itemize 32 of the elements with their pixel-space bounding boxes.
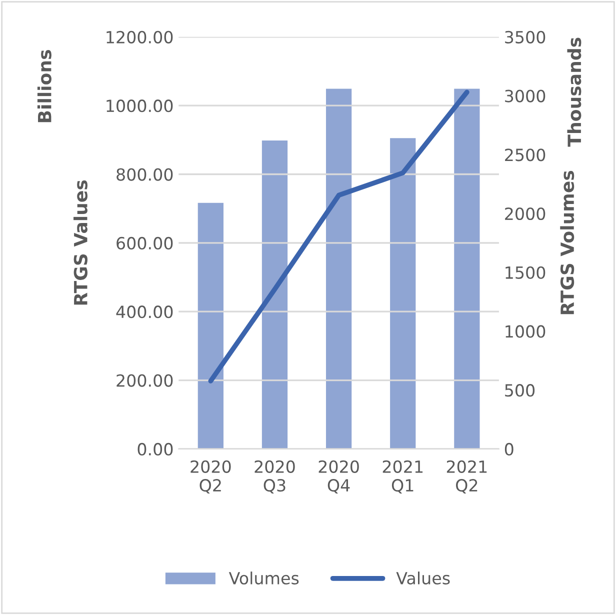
y2-tick-label: 1500	[506, 266, 546, 279]
text: Thousands	[567, 38, 582, 147]
y-tick-label: 0.00	[138, 442, 173, 456]
bar	[198, 202, 224, 449]
y2-tick-label: 3500	[505, 30, 546, 44]
bar	[262, 140, 288, 449]
line-series	[208, 90, 470, 384]
x-tick-label: 2021 Q2	[446, 460, 487, 494]
y-tick-label: 600.00	[116, 236, 173, 250]
legend-label: Values	[396, 572, 450, 584]
y2-axis-title: RTGS Volumes	[560, 170, 574, 314]
bar	[454, 88, 480, 449]
x-tick-label: 2021 Q1	[382, 460, 423, 494]
x-tick-label: 2020 Q4	[318, 460, 359, 494]
y2-tick-label: 3000	[505, 90, 546, 102]
bar	[326, 88, 352, 449]
y2-tick-label: 2000	[505, 207, 546, 220]
y-tick-label: 1200.00	[106, 30, 173, 44]
x-tick-label: 2020 Q2	[190, 460, 231, 494]
legend-label: Volumes	[228, 572, 299, 584]
y2-tick-label: 2500	[505, 148, 546, 162]
x-tick-label: 2020 Q3	[254, 460, 295, 494]
y2-tick-label: 500	[505, 384, 535, 397]
y2-tick-label: 1000	[506, 325, 546, 338]
y-tick-label: 800.00	[116, 168, 173, 181]
y-tick-label: 1000.00	[106, 100, 173, 112]
bar	[390, 138, 416, 449]
y-axis-title: RTGS Values	[73, 180, 88, 305]
y2-tick-label: 0	[504, 442, 514, 456]
text: Billions	[37, 50, 52, 122]
y-tick-label: 200.00	[116, 374, 173, 387]
y-tick-label: 400.00	[116, 306, 173, 318]
